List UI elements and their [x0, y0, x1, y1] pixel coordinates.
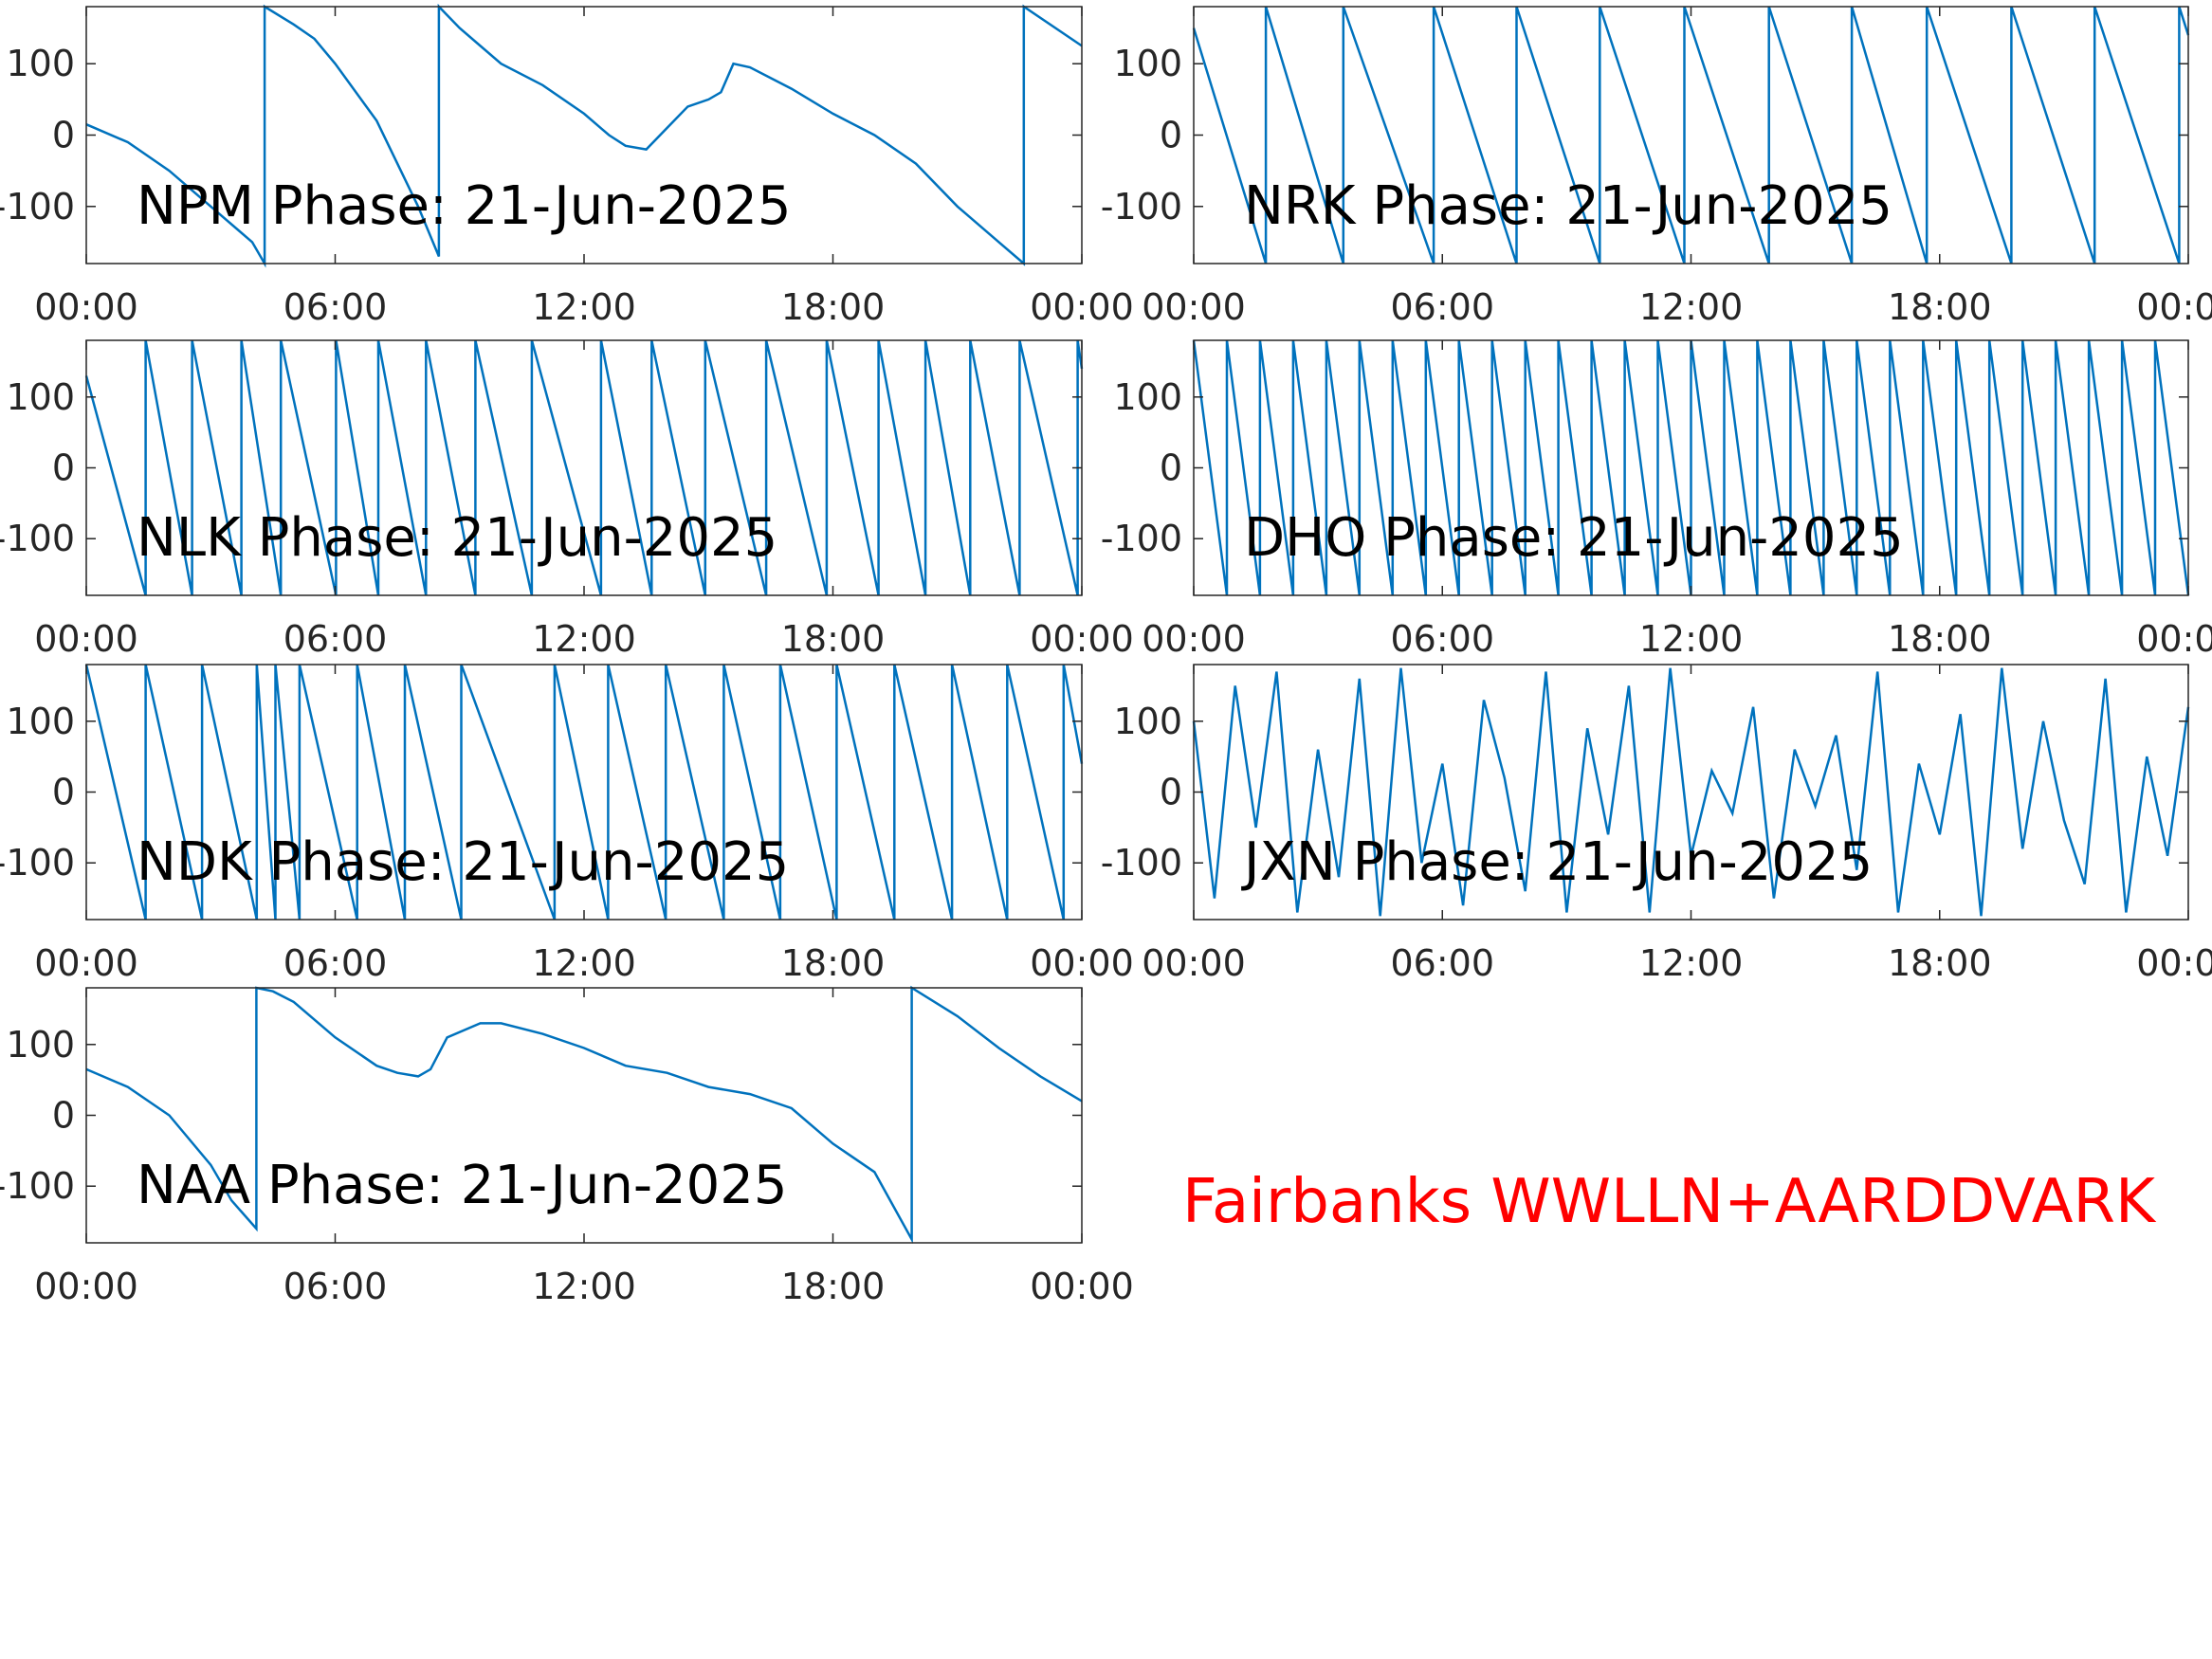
x-tick-label: 06:00 — [283, 1266, 388, 1307]
y-tick-label: 100 — [6, 376, 75, 418]
panel-title: JXN Phase: 21-Jun-2025 — [1241, 831, 1873, 893]
y-tick-label: -100 — [0, 186, 75, 228]
x-tick-label: 12:00 — [532, 618, 636, 660]
y-tick-label: -100 — [0, 1165, 75, 1207]
x-tick-label: 00:00 — [34, 286, 138, 328]
y-tick-label: 0 — [52, 772, 75, 813]
phase-line — [1192, 667, 2190, 917]
x-tick-label: 00:00 — [1030, 942, 1134, 984]
y-tick-label: 100 — [6, 43, 75, 84]
panel-title: NRK Phase: 21-Jun-2025 — [1244, 175, 1892, 237]
phase-line — [1192, 339, 2190, 596]
y-tick-label: -100 — [1101, 842, 1182, 884]
x-tick-label: 18:00 — [781, 942, 886, 984]
y-tick-label: 100 — [6, 1024, 75, 1066]
y-tick-label: 0 — [52, 115, 75, 156]
phase-line — [85, 3, 1083, 268]
x-tick-label: 12:00 — [532, 942, 636, 984]
x-tick-label: 18:00 — [1888, 286, 1992, 328]
y-tick-label: 0 — [1160, 447, 1182, 489]
x-tick-label: 18:00 — [1888, 618, 1992, 660]
x-tick-label: 18:00 — [781, 618, 886, 660]
y-tick-label: -100 — [0, 842, 75, 884]
x-tick-label: 00:00 — [1030, 286, 1134, 328]
phase-line — [84, 664, 1084, 921]
y-tick-label: 0 — [52, 447, 75, 489]
x-tick-label: 06:00 — [283, 286, 388, 328]
x-tick-label: 00:00 — [1030, 1266, 1134, 1307]
y-tick-label: 0 — [1160, 115, 1182, 156]
y-tick-label: -100 — [1101, 518, 1182, 559]
x-tick-label: 00:00 — [34, 618, 138, 660]
phase-line — [1192, 6, 2190, 264]
x-tick-label: 00:00 — [1142, 942, 1246, 984]
y-tick-label: 100 — [1113, 701, 1182, 742]
x-tick-label: 12:00 — [532, 1266, 636, 1307]
phase-line — [84, 339, 1084, 596]
y-tick-label: -100 — [0, 518, 75, 559]
x-tick-label: 00:00 — [1030, 618, 1134, 660]
x-tick-label: 06:00 — [283, 942, 388, 984]
x-tick-label: 18:00 — [781, 1266, 886, 1307]
x-tick-label: 12:00 — [1639, 286, 1744, 328]
x-tick-label: 00:00 — [2136, 286, 2212, 328]
y-tick-label: 100 — [1113, 376, 1182, 418]
x-tick-label: 06:00 — [1390, 286, 1494, 328]
y-tick-label: 100 — [1113, 43, 1182, 84]
x-tick-label: 12:00 — [1639, 942, 1744, 984]
x-tick-label: 18:00 — [781, 286, 886, 328]
x-tick-label: 18:00 — [1888, 942, 1992, 984]
x-tick-label: 00:00 — [1142, 618, 1246, 660]
x-tick-label: 00:00 — [1142, 286, 1246, 328]
x-tick-label: 00:00 — [2136, 618, 2212, 660]
x-tick-label: 06:00 — [283, 618, 388, 660]
x-tick-label: 00:00 — [34, 942, 138, 984]
panel-title: NAA Phase: 21-Jun-2025 — [137, 1155, 788, 1216]
panel-title: NDK Phase: 21-Jun-2025 — [137, 831, 789, 893]
panel-title: DHO Phase: 21-Jun-2025 — [1244, 507, 1904, 569]
panel-title: NPM Phase: 21-Jun-2025 — [137, 175, 791, 237]
x-tick-label: 06:00 — [1390, 618, 1494, 660]
y-tick-label: -100 — [1101, 186, 1182, 228]
phase-line — [85, 985, 1083, 1245]
annotation: Fairbanks WWLLN+AARDDVARK — [1182, 1167, 2157, 1237]
panel-title: NLK Phase: 21-Jun-2025 — [137, 507, 777, 569]
x-tick-label: 12:00 — [532, 286, 636, 328]
x-tick-label: 12:00 — [1639, 618, 1744, 660]
x-tick-label: 06:00 — [1390, 942, 1494, 984]
y-tick-label: 0 — [52, 1095, 75, 1137]
y-tick-label: 0 — [1160, 772, 1182, 813]
y-tick-label: 100 — [6, 701, 75, 742]
x-tick-label: 00:00 — [2136, 942, 2212, 984]
x-tick-label: 00:00 — [34, 1266, 138, 1307]
